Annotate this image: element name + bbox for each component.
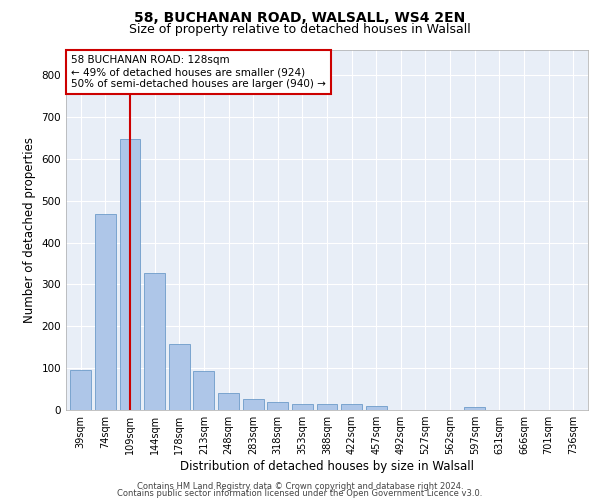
Text: Contains HM Land Registry data © Crown copyright and database right 2024.: Contains HM Land Registry data © Crown c… xyxy=(137,482,463,491)
Bar xyxy=(193,372,214,410)
Bar xyxy=(366,406,387,410)
Bar xyxy=(95,214,116,410)
Text: 58, BUCHANAN ROAD, WALSALL, WS4 2EN: 58, BUCHANAN ROAD, WALSALL, WS4 2EN xyxy=(134,11,466,25)
Bar xyxy=(70,370,91,410)
Bar xyxy=(464,406,485,410)
Text: 58 BUCHANAN ROAD: 128sqm
← 49% of detached houses are smaller (924)
50% of semi-: 58 BUCHANAN ROAD: 128sqm ← 49% of detach… xyxy=(71,56,326,88)
Y-axis label: Number of detached properties: Number of detached properties xyxy=(23,137,36,323)
Bar xyxy=(169,344,190,410)
Bar xyxy=(292,404,313,410)
Bar xyxy=(242,399,263,410)
Bar xyxy=(144,273,165,410)
Bar xyxy=(267,402,288,410)
Bar xyxy=(218,394,239,410)
Bar xyxy=(341,404,362,410)
Text: Size of property relative to detached houses in Walsall: Size of property relative to detached ho… xyxy=(129,22,471,36)
Text: Contains public sector information licensed under the Open Government Licence v3: Contains public sector information licen… xyxy=(118,489,482,498)
Bar xyxy=(119,138,140,410)
Bar xyxy=(317,404,337,410)
X-axis label: Distribution of detached houses by size in Walsall: Distribution of detached houses by size … xyxy=(180,460,474,473)
